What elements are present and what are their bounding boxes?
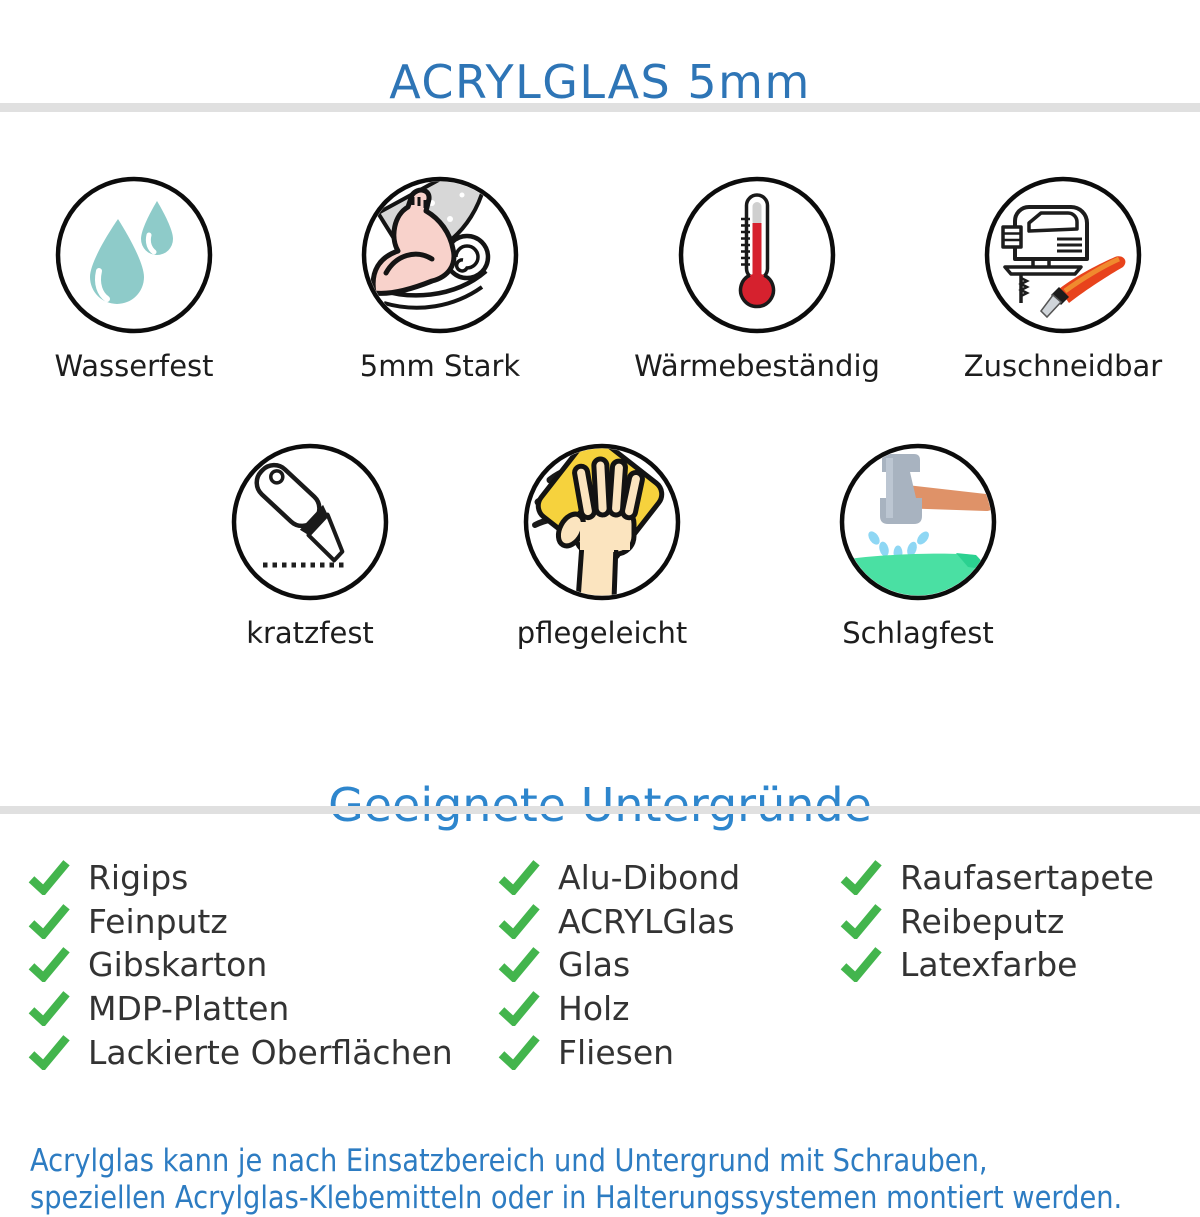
surface-label: Alu-Dibond (558, 858, 741, 898)
check-icon (498, 904, 540, 939)
feature-kratzfest: kratzfest (180, 442, 440, 650)
surface-label: ACRYLGlas (558, 901, 735, 941)
flexed-arm-icon (360, 175, 520, 335)
check-icon (840, 860, 882, 896)
mounting-note-line1: Acrylglas kann je nach Einsatzbereich un… (30, 1143, 988, 1179)
water-drops-icon (54, 175, 214, 335)
surfaces-column-2: Alu-Dibond ACRYLGlas Glas Holz Fliesen (498, 856, 740, 1074)
mounting-note: Acrylglas kann je nach Einsatzbereich un… (30, 1143, 1122, 1217)
check-icon (840, 947, 882, 983)
jigsaw-cutter-icon (983, 175, 1143, 335)
check-icon (28, 904, 70, 939)
surface-label: Latexfarbe (900, 945, 1078, 985)
surface-label: Lackierte Oberflächen (88, 1032, 453, 1072)
check-icon (840, 904, 882, 939)
feature-label: Wärmebeständig (634, 349, 880, 383)
surface-label: Glas (558, 945, 631, 985)
surface-label: Raufasertapete (900, 858, 1154, 898)
check-icon (28, 860, 70, 896)
surfaces-column-1: Rigips Feinputz Gibskarton MDP-Platten L… (28, 856, 453, 1074)
feature-pflegeleicht: pflegeleicht (472, 442, 732, 650)
feature-wasserfest: Wasserfest (4, 175, 264, 383)
check-icon (498, 860, 540, 896)
list-item: Glas (498, 943, 740, 987)
feature-label: pflegeleicht (516, 616, 688, 650)
list-item: Feinputz (28, 900, 453, 944)
feature-label: Zuschneidbar (963, 349, 1163, 383)
feature-5mm-stark: 5mm Stark (310, 175, 570, 383)
list-item: Alu-Dibond (498, 856, 740, 900)
section-title: Geeignete Untergründe (0, 778, 1200, 832)
check-icon (498, 947, 540, 983)
list-item: Raufasertapete (840, 856, 1154, 900)
check-icon (28, 991, 70, 1027)
check-icon (498, 991, 540, 1027)
utility-knife-icon (230, 442, 390, 602)
surfaces-checklist: Rigips Feinputz Gibskarton MDP-Platten L… (0, 856, 1200, 1101)
surface-label: Holz (558, 989, 630, 1029)
feature-zuschneidbar: Zuschneidbar (933, 175, 1193, 383)
surface-label: Reibeputz (900, 901, 1065, 941)
thermometer-icon (677, 175, 837, 335)
hammer-icon (838, 442, 998, 602)
surface-label: Feinputz (88, 901, 228, 941)
divider-top (0, 103, 1200, 112)
feature-label: Wasserfest (54, 349, 214, 383)
list-item: Lackierte Oberflächen (28, 1030, 453, 1074)
list-item: Gibskarton (28, 943, 453, 987)
wiping-hand-icon (522, 442, 682, 602)
feature-label: 5mm Stark (359, 349, 521, 383)
list-item: Latexfarbe (840, 943, 1154, 987)
list-item: Fliesen (498, 1030, 740, 1074)
list-item: Holz (498, 987, 740, 1031)
surface-label: MDP-Platten (88, 989, 290, 1029)
list-item: Reibeputz (840, 900, 1154, 944)
divider-middle (0, 806, 1200, 814)
mounting-note-line2: speziellen Acrylglas-Klebemitteln oder i… (30, 1180, 1123, 1216)
list-item: Rigips (28, 856, 453, 900)
surface-label: Rigips (88, 858, 189, 898)
surface-label: Gibskarton (88, 945, 268, 985)
check-icon (498, 1034, 540, 1070)
feature-schlagfest: Schlagfest (788, 442, 1048, 650)
check-icon (28, 1034, 70, 1070)
check-icon (28, 947, 70, 983)
surface-label: Fliesen (558, 1032, 675, 1072)
surfaces-column-3: Raufasertapete Reibeputz Latexfarbe (840, 856, 1154, 987)
list-item: ACRYLGlas (498, 900, 740, 944)
page-title: ACRYLGLAS 5mm (389, 54, 811, 109)
feature-label: kratzfest (246, 616, 374, 650)
feature-waermebestaendig: Wärmebeständig (627, 175, 887, 383)
list-item: MDP-Platten (28, 987, 453, 1031)
feature-label: Schlagfest (842, 616, 994, 650)
